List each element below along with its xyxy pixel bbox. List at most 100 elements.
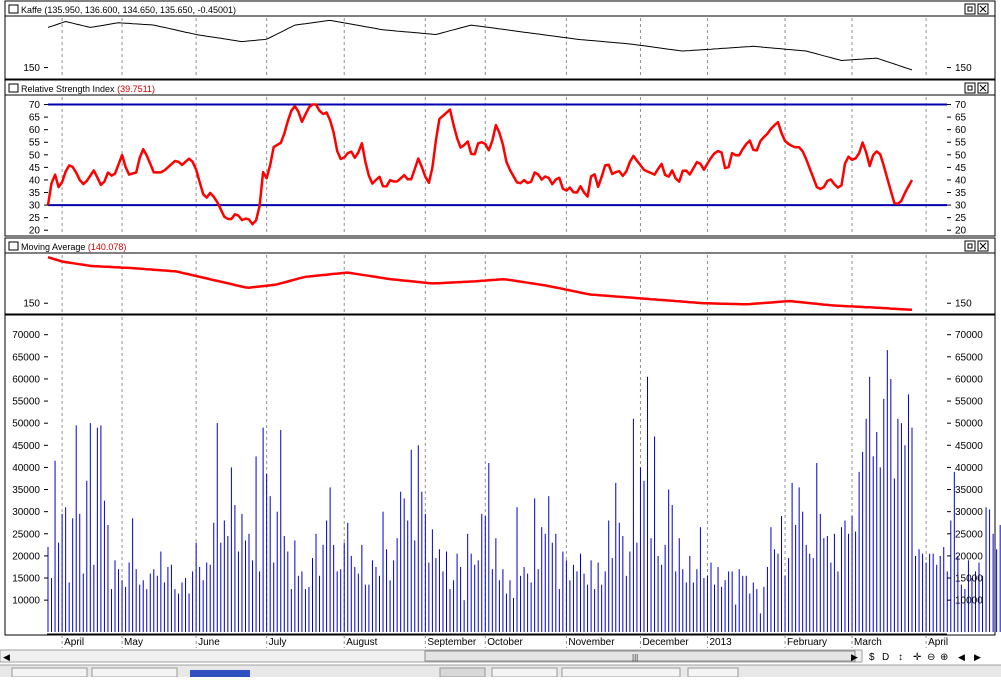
x-month-label: May [124, 637, 143, 648]
x-month-label: April [64, 637, 84, 648]
close-button[interactable] [977, 3, 989, 15]
x-month-label: October [487, 637, 523, 648]
price-y-tick-label: 150 [23, 63, 40, 74]
rsi-y-tick-label: 50 [29, 150, 41, 161]
rsi-y-tick-label: 25 [955, 213, 967, 224]
sheet-tab[interactable] [91, 667, 178, 678]
ma-pane-value: (140.078) [88, 242, 127, 252]
horizontal-scrollbar[interactable]: ◀ ||| ▶ [0, 649, 863, 663]
rsi-y-tick-label: 50 [955, 150, 967, 161]
color-swatch-strip[interactable] [190, 670, 250, 677]
scroll-left-arrow[interactable]: ◀ [3, 652, 10, 662]
volume-y-tick-label: 45000 [12, 441, 40, 452]
ma-y-tick-label: 150 [23, 299, 40, 310]
scroll-forward-icon[interactable]: ▶ [974, 652, 981, 662]
volume-y-tick-label: 40000 [955, 463, 983, 474]
close-button[interactable] [977, 82, 989, 94]
rsi-y-tick-label: 60 [29, 125, 41, 136]
sheet-tab[interactable] [439, 667, 486, 678]
close-button[interactable] [977, 240, 989, 252]
rsi-y-tick-label: 40 [29, 175, 41, 186]
restore-button[interactable] [964, 82, 976, 94]
volume-y-tick-label: 10000 [12, 596, 40, 607]
pane-menu-icon[interactable] [8, 241, 19, 251]
scroll-grip: ||| [632, 653, 638, 662]
volume-y-tick-label: 15000 [955, 574, 983, 585]
volume-y-tick-label: 45000 [955, 441, 983, 452]
x-month-label: April [928, 637, 948, 648]
sheet-tab[interactable] [561, 667, 681, 678]
price-pane-frame [4, 0, 996, 80]
rsi-pane-title: Relative Strength Index [21, 84, 115, 94]
svg-text:Kaffe (135.950, 136.600, 134.6: Kaffe (135.950, 136.600, 134.650, 135.65… [21, 5, 236, 15]
crosshair-icon[interactable]: ✛ [913, 652, 921, 663]
volume-y-tick-label: 60000 [955, 374, 983, 385]
scroll-thumb[interactable] [424, 650, 856, 662]
volume-series [47, 350, 1001, 632]
x-month-label: December [642, 637, 689, 648]
price-pane-header: Kaffe (135.950, 136.600, 134.650, 135.65… [5, 4, 995, 17]
price-pane-values: (135.950, 136.600, 134.650, 135.650, -0.… [44, 5, 236, 15]
rsi-y-tick-label: 55 [29, 138, 41, 149]
volume-y-tick-label: 25000 [955, 529, 983, 540]
volume-pane-frame [4, 314, 996, 636]
ma-series [47, 256, 913, 312]
price-y-tick-label: 150 [955, 63, 972, 74]
currency-icon[interactable]: $ [869, 652, 875, 663]
price-series [47, 19, 913, 71]
pane-menu-icon[interactable] [8, 4, 19, 14]
restore-button[interactable] [964, 240, 976, 252]
pane-frames [4, 0, 996, 636]
volume-y-tick-label: 35000 [12, 485, 40, 496]
sheet-tab[interactable] [11, 667, 88, 678]
vertical-scale-icon[interactable]: ↕ [898, 652, 903, 663]
ma-pane-buttons [964, 240, 989, 252]
price-pane-title: Kaffe [21, 5, 42, 15]
ma-pane-header: Moving Average (140.078) [5, 241, 995, 254]
rsi-y-tick-label: 30 [955, 201, 967, 212]
svg-text:Moving Average (140.078): Moving Average (140.078) [21, 242, 126, 252]
volume-y-tick-label: 50000 [955, 419, 983, 430]
volume-y-tick-label: 65000 [955, 352, 983, 363]
scroll-right-arrow[interactable]: ▶ [851, 652, 858, 662]
svg-text:Relative Strength Index (39.75: Relative Strength Index (39.7511) [21, 84, 155, 94]
rsi-pane-frame [4, 79, 996, 237]
volume-y-tick-label: 70000 [955, 330, 983, 341]
volume-y-tick-label: 30000 [12, 507, 40, 518]
sheet-tab[interactable] [687, 667, 739, 678]
rsi-y-tick-label: 65 [955, 113, 967, 124]
x-month-label: February [787, 637, 827, 648]
volume-y-tick-label: 25000 [12, 529, 40, 540]
x-month-label: July [269, 637, 287, 648]
restore-button[interactable] [964, 3, 976, 15]
pane-menu-icon[interactable] [8, 83, 19, 93]
rsi-y-tick-label: 35 [955, 188, 967, 199]
volume-y-tick-label: 65000 [12, 352, 40, 363]
rsi-series [46, 103, 947, 226]
sheet-tab[interactable] [491, 667, 558, 678]
rsi-y-tick-label: 20 [29, 226, 41, 237]
volume-y-tick-label: 70000 [12, 330, 40, 341]
bottom-tab-strip [0, 664, 1001, 678]
moving-average-line [47, 256, 913, 312]
daily-period-icon[interactable]: D [882, 652, 889, 663]
volume-y-tick-label: 50000 [12, 419, 40, 430]
zoom-out-icon[interactable]: ⊖ [927, 652, 935, 663]
rsi-y-tick-label: 55 [955, 138, 967, 149]
volume-y-tick-label: 20000 [12, 551, 40, 562]
rsi-y-tick-label: 45 [955, 163, 967, 174]
price-pane-buttons [964, 3, 989, 15]
rsi-y-tick-label: 65 [29, 113, 41, 124]
rsi-y-tick-label: 30 [29, 201, 41, 212]
x-month-label: November [568, 637, 615, 648]
rsi-pane-value: (39.7511) [117, 84, 155, 94]
scroll-back-icon[interactable]: ◀ [958, 652, 965, 662]
rsi-line [46, 103, 914, 226]
volume-y-tick-label: 10000 [955, 596, 983, 607]
zoom-in-icon[interactable]: ⊕ [940, 652, 948, 663]
x-month-label: 2013 [709, 637, 732, 648]
x-axis: April May June July August September October No… [47, 633, 948, 648]
rsi-y-tick-label: 60 [955, 125, 967, 136]
